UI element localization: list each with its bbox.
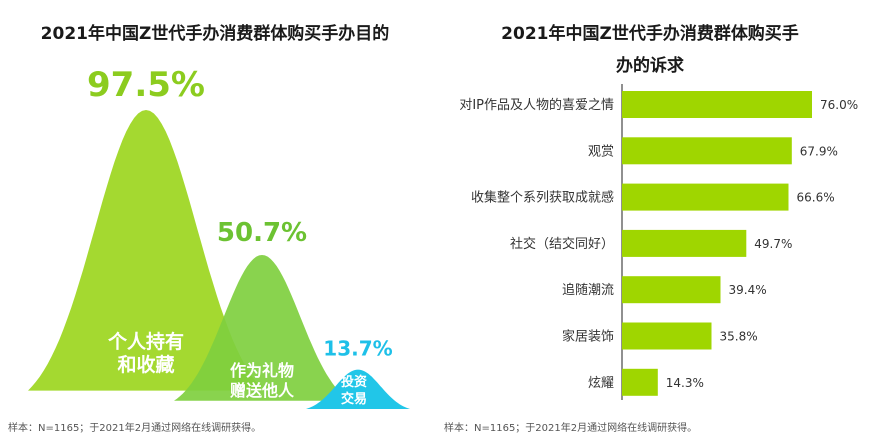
bar-category-label-1: 对IP作品及人物的喜爱之情 bbox=[459, 97, 614, 113]
bar-category-label-6: 家居装饰 bbox=[562, 329, 614, 345]
bar-category-label-4: 社交（结交同好） bbox=[510, 236, 614, 252]
peak-category-label-1: 个人持有 bbox=[107, 330, 184, 353]
appeal-chart-panel: 2021年中国Z世代手办消费群体购买手 办的诉求 对IP作品及人物的喜爱之情 76.… bbox=[430, 0, 871, 440]
bar-4 bbox=[622, 229, 747, 257]
bar-7 bbox=[622, 368, 658, 396]
peak-value-label-3: 13.7% bbox=[323, 337, 392, 361]
purpose-chart-title: 2021年中国Z世代手办消费群体购买手办目的 bbox=[40, 24, 390, 44]
bar-category-label-3: 收集整个系列获取成就感 bbox=[471, 190, 614, 206]
bar-category-label-2: 观赏 bbox=[588, 144, 614, 159]
bar-value-label-7: 14.3% bbox=[666, 376, 704, 390]
appeal-chart-title-line-1: 2021年中国Z世代手办消费群体购买手 bbox=[501, 24, 799, 44]
bar-3 bbox=[622, 183, 789, 211]
purpose-chart-source: 样本：N=1165；于2021年2月通过网络在线调研获得。 bbox=[8, 423, 262, 434]
bar-value-label-3: 66.6% bbox=[797, 191, 835, 205]
peak-category-label-1: 和收藏 bbox=[117, 353, 174, 376]
bar-category-label-7: 炫耀 bbox=[588, 375, 614, 391]
bar-2 bbox=[622, 137, 792, 165]
appeal-chart-title-line-2: 办的诉求 bbox=[616, 56, 684, 76]
bar-value-label-1: 76.0% bbox=[820, 98, 858, 112]
peak-3 bbox=[306, 369, 410, 409]
peak-category-label-3: 投资 bbox=[341, 374, 367, 390]
peak-value-label-2: 50.7% bbox=[217, 218, 307, 248]
bar-value-label-6: 35.8% bbox=[720, 330, 758, 344]
peak-value-label-1: 97.5% bbox=[87, 65, 205, 105]
peak-category-label-3: 交易 bbox=[341, 391, 367, 407]
peak-2 bbox=[174, 255, 350, 401]
peak-category-label-2: 赠送他人 bbox=[230, 381, 295, 400]
peak-category-label-2: 作为礼物 bbox=[230, 361, 294, 380]
bar-6 bbox=[622, 322, 712, 350]
appeal-chart-svg: 对IP作品及人物的喜爱之情 76.0% 观赏 67.9% 收集整个系列获取成就感 66.6… bbox=[459, 84, 858, 400]
bar-value-label-5: 39.4% bbox=[729, 283, 767, 297]
bar-category-label-5: 追随潮流 bbox=[562, 282, 614, 298]
bar-1 bbox=[622, 91, 812, 118]
purpose-chart-panel: 2021年中国Z世代手办消费群体购买手办目的 97.5% 个人持有 和收藏 50.7%… bbox=[0, 0, 430, 440]
bar-value-label-2: 67.9% bbox=[800, 144, 838, 158]
peak-1 bbox=[28, 110, 264, 391]
bar-5 bbox=[622, 276, 721, 304]
bar-value-label-4: 49.7% bbox=[754, 237, 792, 251]
appeal-chart-source: 样本：N=1165；于2021年2月通过网络在线调研获得。 bbox=[444, 423, 698, 434]
appeal-chart-title: 2021年中国Z世代手办消费群体购买手 办的诉求 bbox=[440, 18, 860, 82]
